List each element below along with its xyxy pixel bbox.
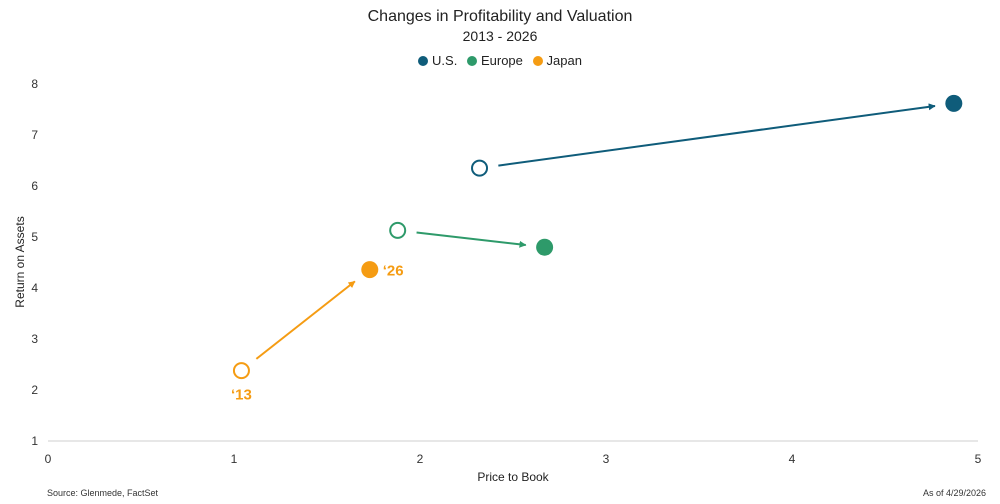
- y-tick-label: 6: [31, 179, 38, 193]
- x-tick-label: 0: [45, 452, 52, 466]
- chart-title: Changes in Profitability and Valuation: [367, 8, 633, 25]
- y-tick-label: 1: [31, 434, 38, 448]
- y-tick-label: 8: [31, 77, 38, 91]
- legend-item-us: U.S.: [418, 53, 457, 68]
- y-tick-label: 3: [31, 332, 38, 346]
- point-u-s-2013: [471, 159, 489, 177]
- legend-dot-japan: [532, 55, 543, 66]
- x-tick-label: 1: [231, 452, 238, 466]
- legend: U.S. Europe Japan: [0, 53, 1000, 69]
- x-tick-label: 3: [603, 452, 610, 466]
- point-japan-2013: [232, 362, 250, 380]
- legend-item-japan: Japan: [532, 53, 582, 68]
- legend-dot-us: [418, 55, 429, 66]
- x-tick-label: 5: [975, 452, 982, 466]
- y-tick-label: 2: [31, 383, 38, 397]
- point-europe-2013: [389, 221, 407, 239]
- x-axis-ticks: 0 1 2 3 4 5: [45, 452, 982, 466]
- x-tick-label: 4: [789, 452, 796, 466]
- legend-item-europe: Europe: [466, 53, 523, 68]
- arrow-europe: [416, 231, 527, 248]
- y-tick-label: 7: [31, 128, 38, 142]
- x-axis-title: Price to Book: [477, 470, 549, 484]
- arrow-u-s: [498, 103, 936, 167]
- legend-label-europe: Europe: [480, 53, 523, 68]
- arrow-japan: [255, 280, 356, 360]
- point-japan-2026: [361, 261, 379, 279]
- y-tick-label: 4: [31, 281, 38, 295]
- y-tick-label: 5: [31, 230, 38, 244]
- as-of-date: As of 4/29/2026: [922, 488, 986, 498]
- x-tick-label: 2: [417, 452, 424, 466]
- source-note: Source: Glenmede, FactSet: [47, 488, 159, 498]
- y-axis-title: Return on Assets: [13, 216, 27, 307]
- point-europe-2026: [536, 238, 554, 256]
- annotation-japan-end: ‘26: [383, 263, 404, 280]
- legend-dot-europe: [466, 55, 477, 66]
- point-u-s-2026: [945, 94, 963, 112]
- annotation-japan-start: ‘13: [231, 387, 252, 404]
- legend-label-us: U.S.: [432, 53, 458, 68]
- y-axis-ticks: 1 2 3 4 5 6 7 8: [31, 77, 38, 448]
- chart-subtitle: 2013 - 2026: [462, 28, 538, 44]
- legend-label-japan: Japan: [546, 53, 582, 68]
- series-marks: ‘13 ‘26: [231, 94, 963, 404]
